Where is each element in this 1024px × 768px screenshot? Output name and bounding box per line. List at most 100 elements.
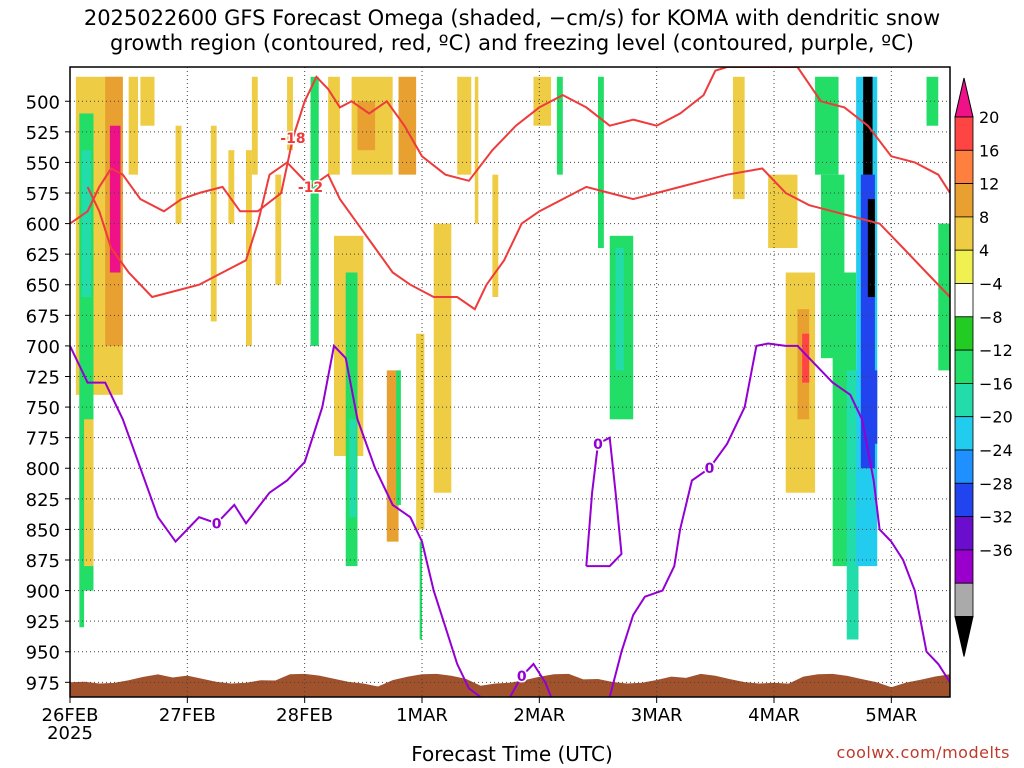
contour-label: 0	[212, 516, 222, 532]
omega-cell	[398, 76, 417, 175]
y-tick-label: 950	[26, 643, 60, 664]
y-tick-label: 650	[26, 276, 60, 297]
omega-cell	[140, 76, 155, 126]
y-tick-label: 975	[26, 673, 60, 694]
colorbar-tick-label: −8	[979, 308, 1003, 327]
y-tick-label: 525	[26, 123, 60, 144]
colorbar-tick-label: −32	[979, 508, 1013, 527]
omega-cell	[349, 419, 357, 518]
y-tick-label: 800	[26, 459, 60, 480]
omega-cell	[328, 76, 340, 175]
terrain-fill	[70, 673, 950, 697]
x-tick-label: 2MAR	[513, 705, 565, 726]
colorbar-swatch	[954, 349, 974, 384]
colorbar-swatch	[954, 249, 974, 284]
y-tick-labels: 500 525 550 575 600 625 650 675 700 725 750 775 800 8…	[26, 92, 70, 694]
x-tick-label: 1MAR	[396, 705, 448, 726]
chart-title: 2025022600 GFS Forecast Omega (shaded, −…	[0, 6, 1024, 56]
omega-cell	[846, 370, 859, 640]
colorbar-swatch	[954, 283, 974, 318]
omega-cell	[615, 248, 624, 371]
x-tick-label: 5MAR	[865, 705, 917, 726]
x-tick-year: 2025	[47, 723, 93, 744]
contour-line	[70, 343, 482, 697]
colorbar-tick-label: −36	[979, 541, 1013, 560]
omega-cell	[210, 125, 217, 322]
y-tick-label: 500	[26, 92, 60, 113]
site-credit: coolwx.com/modelts	[836, 743, 1010, 762]
omega-cell	[251, 76, 258, 175]
terrain-band	[70, 673, 950, 697]
colorbar-swatch	[954, 216, 974, 251]
colorbar-tick-label: 16	[979, 141, 999, 160]
contour-line	[608, 342, 950, 697]
colorbar-tick-label: −20	[979, 408, 1013, 427]
colorbar-swatch	[954, 416, 974, 451]
colorbar-cap-top	[954, 77, 974, 118]
colorbar-swatch	[954, 549, 974, 584]
omega-cell	[474, 76, 479, 224]
colorbar-cap-bottom	[954, 616, 974, 657]
x-tick-label: 4MAR	[748, 705, 800, 726]
contour-label: 0	[593, 437, 603, 453]
x-tick-label: 3MAR	[631, 705, 683, 726]
omega-cell	[768, 174, 798, 249]
contour-label: 0	[705, 461, 715, 477]
y-tick-label: 675	[26, 306, 60, 327]
x-tick-labels: 26FEB 27FEB 28FEB 1MAR 2MAR 3MAR 4MAR 5MAR 2025	[42, 697, 917, 744]
y-tick-label: 750	[26, 398, 60, 419]
colorbar-tick-label: −24	[979, 441, 1013, 460]
x-axis-title: Forecast Time (UTC)	[411, 742, 613, 766]
y-tick-label: 850	[26, 520, 60, 541]
colorbar-swatch	[954, 449, 974, 484]
omega-cell	[128, 76, 139, 175]
colorbar-tick-label: −4	[979, 275, 1003, 294]
omega-cell	[357, 101, 376, 151]
contour-label: -18	[280, 131, 305, 147]
omega-cell	[433, 223, 452, 493]
dendritic-growth-contours: -18 -12	[70, 67, 950, 311]
contour-label: 0	[517, 669, 527, 685]
colorbar-swatch	[954, 149, 974, 185]
x-tick-label: 26FEB	[42, 705, 99, 726]
contour-line	[585, 436, 623, 568]
omega-cell	[556, 76, 563, 175]
plot-frame	[69, 66, 951, 698]
y-tick-label: 550	[26, 153, 60, 174]
omega-shading	[75, 76, 950, 640]
omega-cell	[175, 125, 182, 224]
colorbar-swatch	[954, 183, 974, 218]
omega-cell	[926, 76, 939, 126]
y-tick-label: 925	[26, 612, 60, 633]
colorbar-swatch	[954, 116, 974, 151]
chart-title-line-1: 2025022600 GFS Forecast Omega (shaded, −…	[83, 6, 941, 30]
colorbar-swatch	[954, 582, 974, 617]
omega-cell	[457, 76, 472, 175]
contour-line	[70, 67, 950, 225]
chart-title-line-2: growth region (contoured, red, ºC) and f…	[110, 31, 914, 55]
omega-cell	[109, 125, 121, 273]
omega-cell	[310, 76, 319, 346]
contour-label: -12	[298, 180, 323, 196]
colorbar-tick-label: 12	[979, 175, 999, 194]
omega-cell	[84, 419, 94, 567]
omega-cell	[492, 174, 499, 297]
colorbar-tick-label: −12	[979, 341, 1013, 360]
colorbar-tick-label: 4	[979, 241, 989, 260]
omega-cell	[867, 199, 875, 297]
y-tick-label: 775	[26, 429, 60, 450]
colorbar-tick-label: 8	[979, 208, 989, 227]
x-tick-label: 27FEB	[159, 705, 216, 726]
y-tick-label: 875	[26, 551, 60, 572]
x-tick-label: 28FEB	[276, 705, 333, 726]
freezing-level-contours: 0 0 0 0	[70, 342, 950, 697]
contour-line	[86, 161, 950, 311]
colorbar-swatch	[954, 482, 974, 517]
omega-cell	[416, 333, 425, 530]
omega-cell	[79, 394, 85, 628]
y-tick-label: 575	[26, 184, 60, 205]
omega-cell	[419, 541, 422, 640]
omega-cell	[815, 76, 839, 175]
y-tick-label: 600	[26, 215, 60, 236]
